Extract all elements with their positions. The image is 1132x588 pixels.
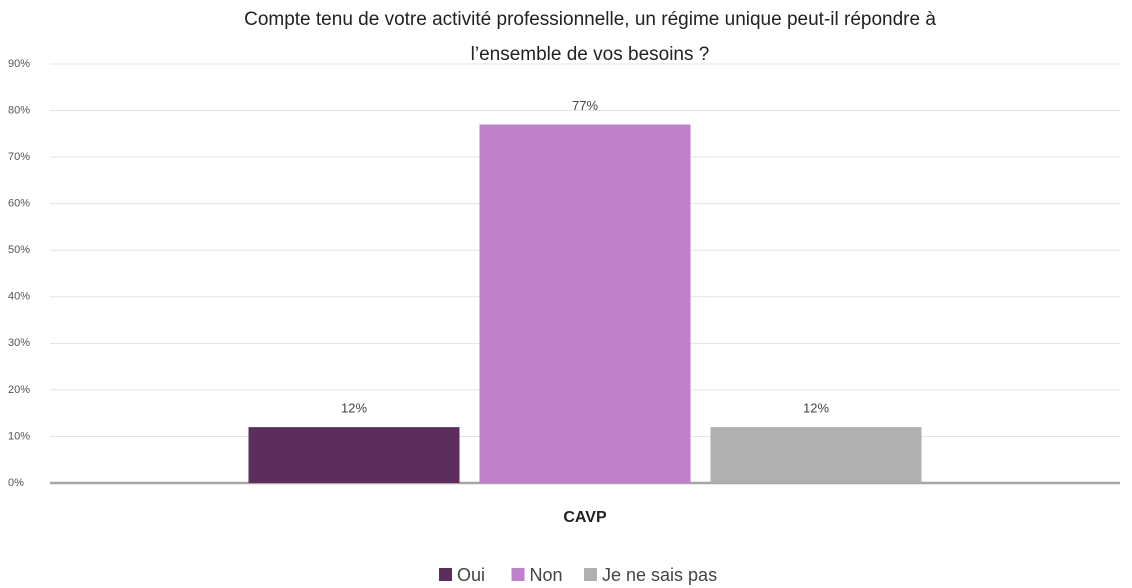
bar — [479, 124, 691, 484]
legend-swatch — [511, 568, 525, 581]
data-label: 12% — [803, 401, 829, 416]
legend-swatch — [439, 568, 452, 581]
legend-swatch — [584, 568, 597, 581]
y-tick-label: 20% — [8, 384, 30, 396]
legend-label: Non — [530, 565, 563, 585]
y-tick-label: 60% — [8, 198, 30, 210]
y-tick-label: 50% — [8, 244, 30, 256]
data-label: 12% — [341, 401, 367, 416]
legend-label: Je ne sais pas — [602, 565, 717, 585]
bar — [248, 427, 460, 483]
y-tick-label: 80% — [8, 104, 30, 116]
y-tick-label: 40% — [8, 291, 30, 303]
legend-label: Oui — [457, 565, 485, 585]
chart-title: l’ensemble de vos besoins ? — [471, 44, 710, 65]
y-tick-label: 70% — [8, 151, 30, 163]
chart-title: Compte tenu de votre activité profession… — [244, 9, 936, 30]
bar — [710, 427, 922, 483]
y-tick-label: 30% — [8, 337, 30, 349]
x-tick-label: CAVP — [563, 509, 607, 526]
y-tick-label: 0% — [8, 477, 24, 489]
y-tick-label: 10% — [8, 430, 30, 442]
data-label: 77% — [572, 98, 598, 113]
y-tick-label: 90% — [8, 58, 30, 70]
